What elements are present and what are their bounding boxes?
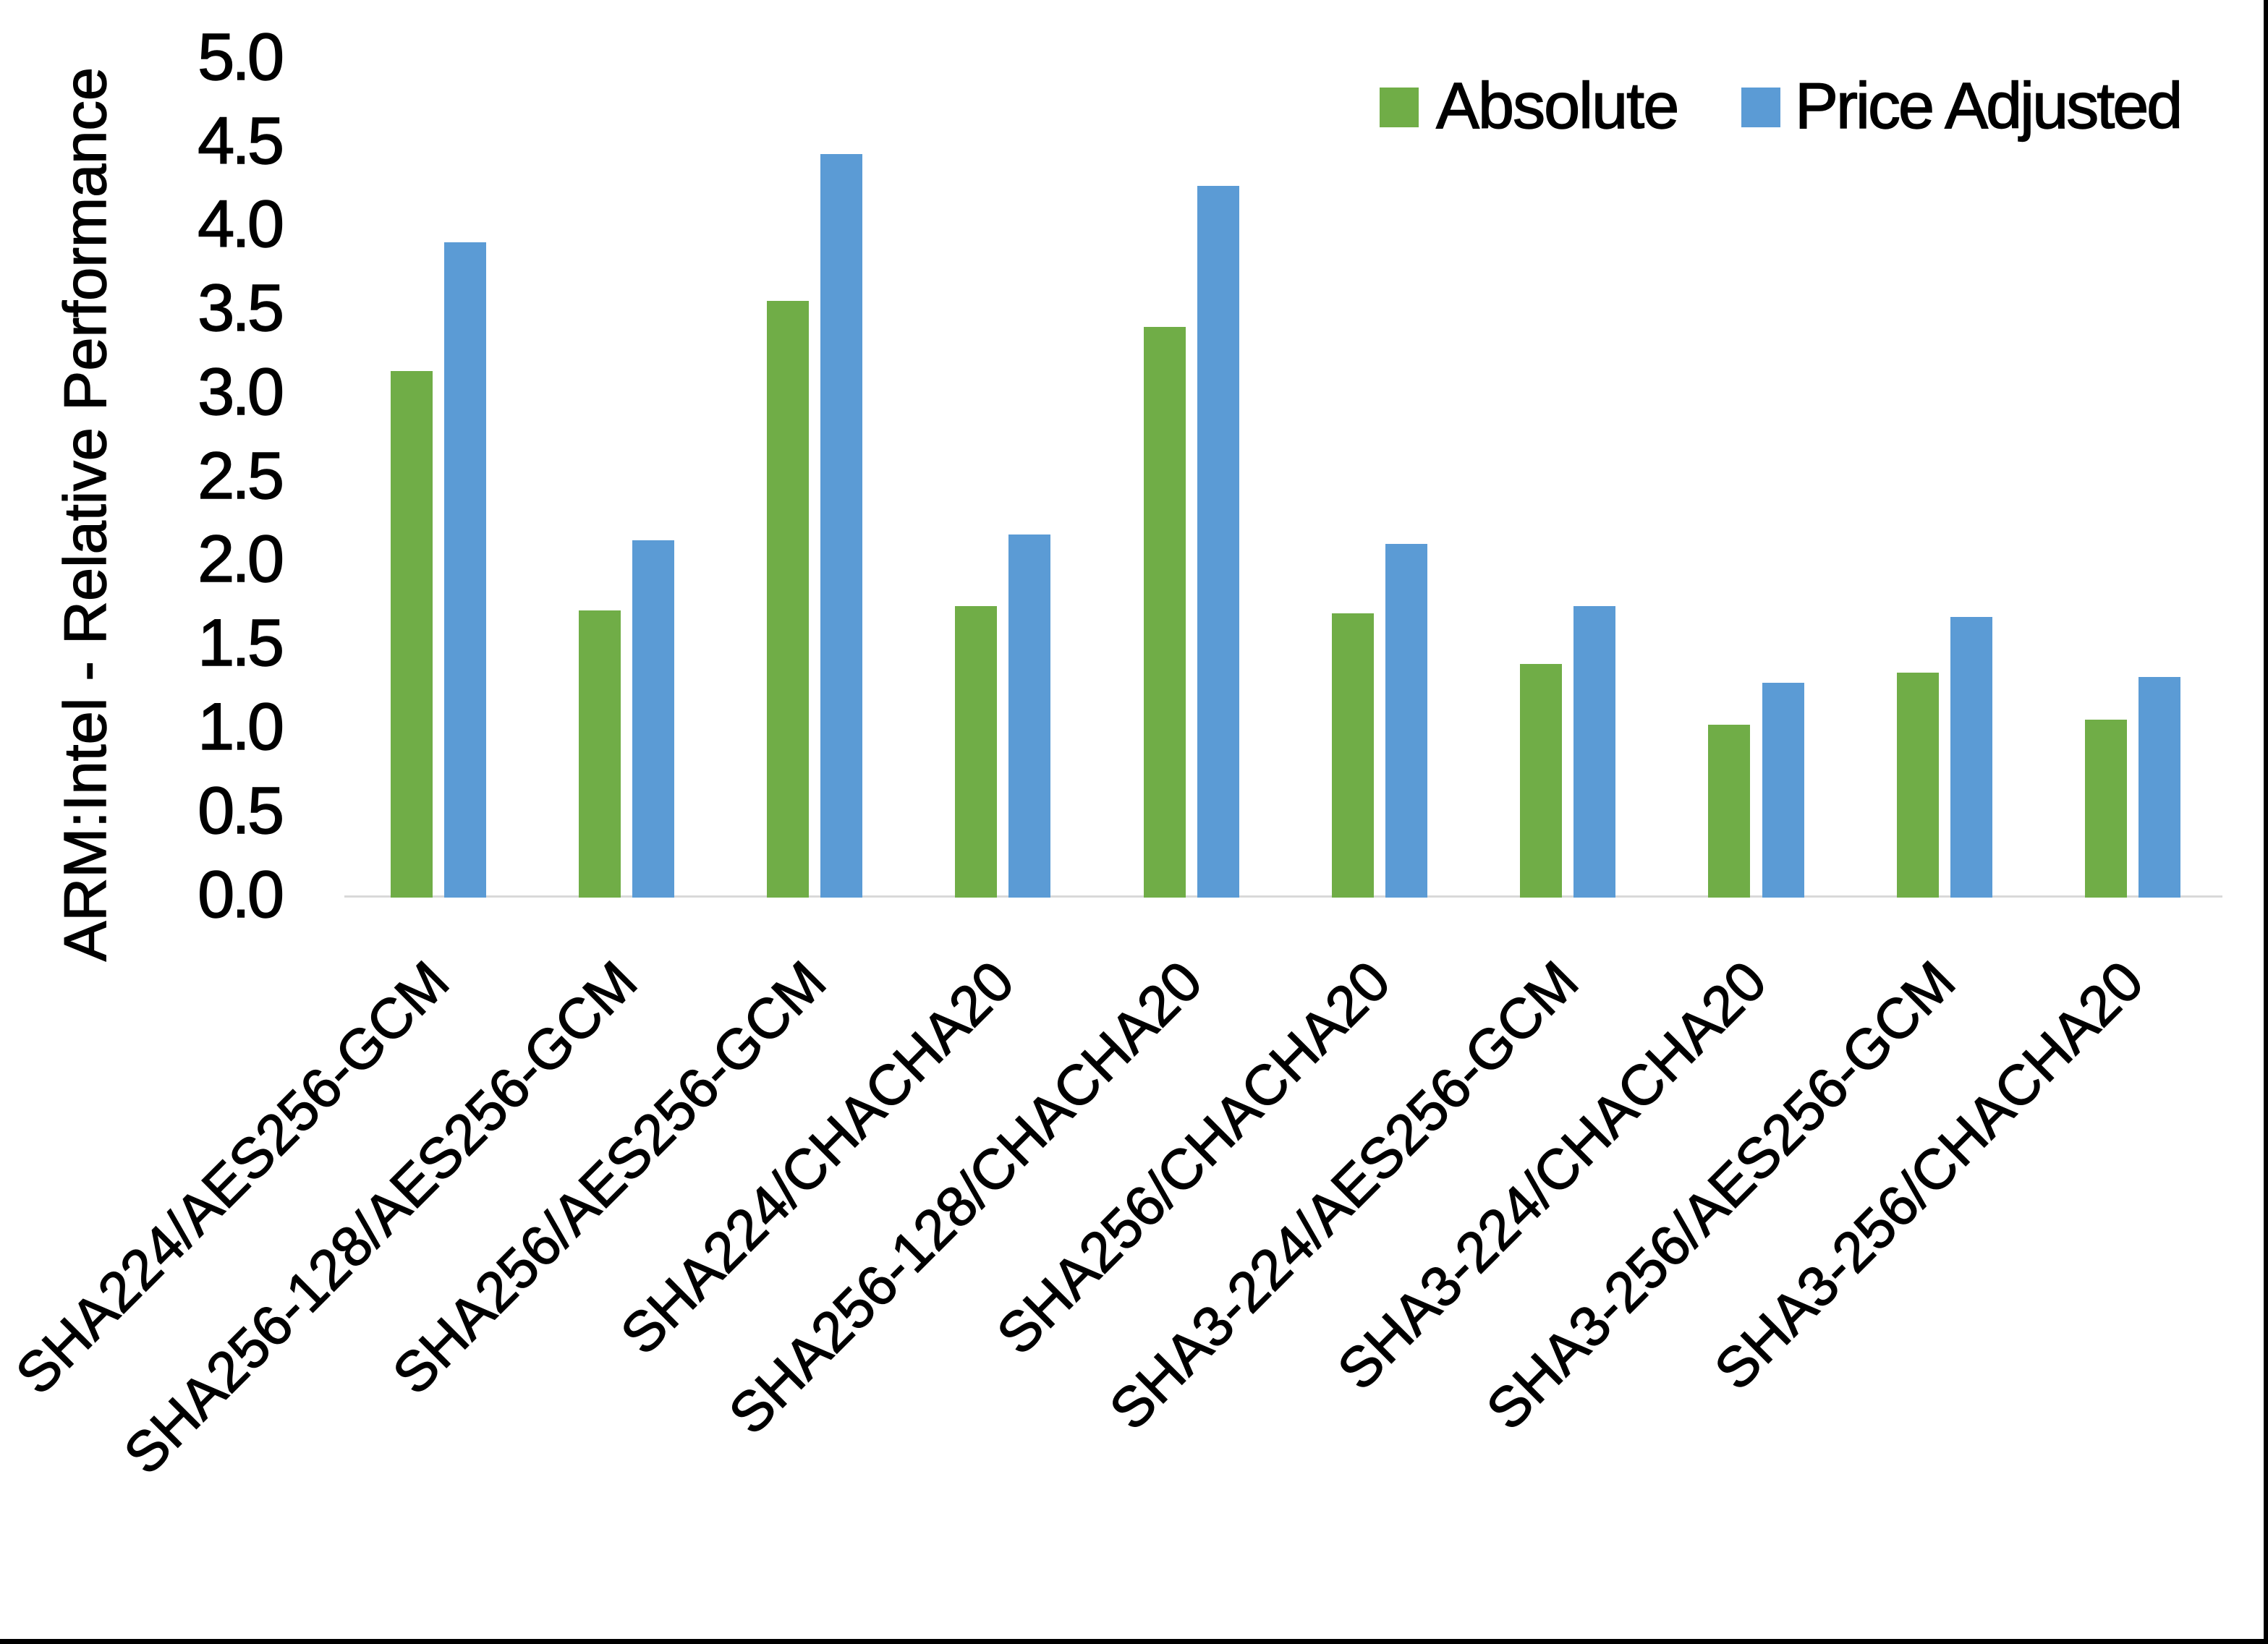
svg-text:0.5: 0.5	[198, 774, 282, 848]
svg-text:2.0: 2.0	[198, 522, 282, 596]
svg-text:Absolute: Absolute	[1436, 70, 1678, 142]
svg-text:3.0: 3.0	[198, 355, 282, 429]
svg-text:1.0: 1.0	[198, 690, 282, 764]
svg-text:4.0: 4.0	[198, 187, 282, 261]
svg-text:0.0: 0.0	[198, 858, 282, 932]
svg-text:ARM:Intel - Relative Performan: ARM:Intel - Relative Performance	[51, 67, 119, 961]
svg-text:Price Adjusted: Price Adjusted	[1795, 70, 2180, 142]
svg-text:1.5: 1.5	[198, 606, 282, 680]
svg-text:3.5: 3.5	[198, 271, 282, 345]
svg-text:5.0: 5.0	[198, 20, 282, 94]
svg-text:2.5: 2.5	[198, 439, 282, 513]
svg-text:4.5: 4.5	[198, 104, 282, 178]
